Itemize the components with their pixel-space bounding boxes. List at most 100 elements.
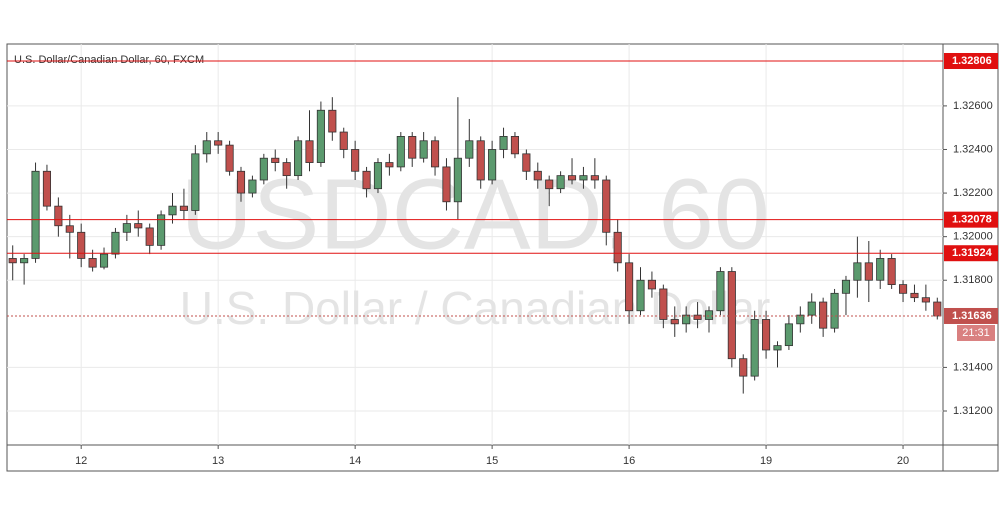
candle-body — [328, 109, 337, 133]
candle-body — [31, 170, 40, 259]
x-tick-label: 13 — [212, 455, 224, 467]
candle-body — [739, 358, 748, 377]
candle-body — [77, 231, 86, 259]
x-tick-label: 20 — [897, 455, 909, 467]
x-tick-label: 16 — [623, 455, 635, 467]
candle-body — [796, 314, 805, 325]
level-label-box — [944, 211, 998, 228]
candle-body — [168, 205, 177, 216]
candle-body — [613, 231, 622, 264]
candle-body — [579, 175, 588, 181]
candle-body — [602, 179, 611, 233]
candle-body — [42, 170, 52, 207]
candle-body — [373, 162, 383, 190]
candle-body — [442, 166, 451, 203]
level-label-box — [944, 52, 998, 69]
candle-body — [408, 136, 417, 159]
level-label: 1.32806 — [952, 55, 992, 67]
y-tick-label: 1.31800 — [953, 274, 993, 286]
candle-body — [841, 279, 851, 294]
x-tick-label: 15 — [486, 455, 498, 467]
candle-body — [784, 323, 793, 347]
y-tick-label: 1.32000 — [953, 231, 993, 243]
candle-body — [830, 292, 839, 329]
candle-body — [453, 157, 462, 203]
x-tick-label: 19 — [760, 455, 772, 467]
candle-body — [430, 140, 440, 168]
candle-body — [465, 140, 474, 159]
candle-body — [294, 140, 303, 177]
candle-body — [236, 170, 246, 194]
candle-body — [8, 258, 17, 264]
candle-body — [179, 205, 188, 211]
candle-body — [351, 149, 360, 172]
candle-body — [716, 271, 725, 312]
candle-body — [510, 136, 520, 155]
level-label: 1.31924 — [952, 247, 993, 259]
candle-body — [773, 345, 782, 351]
candle-body — [157, 214, 166, 246]
candle-body — [682, 314, 691, 325]
candle-body — [533, 170, 542, 181]
candle-body — [933, 301, 942, 317]
candle-body — [807, 301, 816, 316]
chart-title: U.S. Dollar/Canadian Dollar, 60, FXCM — [14, 54, 204, 66]
candle-body — [88, 258, 97, 268]
last-price-label: 1.31636 — [952, 310, 992, 322]
candle-body — [762, 319, 771, 351]
candle-body — [704, 310, 714, 320]
level-label: 1.32078 — [952, 214, 992, 226]
candle-body — [476, 140, 485, 181]
candle-body — [54, 205, 63, 227]
candle-body — [214, 140, 223, 146]
candle-body — [921, 297, 930, 303]
y-tick-label: 1.31200 — [953, 405, 993, 417]
candle-body — [145, 227, 154, 246]
candle-body — [819, 301, 828, 329]
candle-body — [625, 262, 634, 312]
candle-body — [876, 258, 885, 281]
candle-body — [556, 175, 565, 190]
candle-body — [727, 271, 736, 360]
chart-frame — [6, 43, 999, 472]
candle-body — [545, 179, 554, 190]
candle-body — [887, 258, 896, 285]
candle-body — [750, 319, 759, 377]
candle-body — [225, 144, 234, 172]
x-tick-label: 14 — [349, 455, 361, 467]
marks — [8, 97, 942, 394]
watermark: USDCAD, 60 — [180, 158, 769, 270]
candle-body — [259, 157, 268, 181]
candle-body — [636, 279, 645, 312]
candle-body — [419, 140, 428, 159]
candle-body — [316, 109, 325, 163]
candle-body — [65, 225, 74, 233]
candle-body — [488, 149, 497, 181]
candle-body — [111, 231, 120, 255]
countdown: 21:31 — [962, 327, 990, 339]
y-tick-label: 1.32200 — [953, 187, 993, 199]
candle-body — [693, 314, 702, 320]
candle-body — [134, 223, 143, 229]
candle-body — [385, 162, 394, 168]
candle-body — [910, 292, 919, 299]
candle-body — [670, 319, 679, 325]
candle-body — [567, 175, 577, 181]
x-tick-label: 12 — [75, 455, 87, 467]
y-tick-label: 1.32600 — [953, 100, 993, 112]
candle-body — [659, 288, 668, 320]
candle-body — [202, 140, 211, 155]
candle-body — [853, 262, 862, 281]
candle-body — [898, 284, 908, 294]
y-tick-label: 1.32400 — [953, 143, 993, 155]
candle-body — [362, 170, 371, 190]
candle-body — [647, 279, 656, 290]
candle-body — [590, 175, 599, 181]
candle-body — [522, 153, 531, 172]
candle-body — [282, 162, 291, 177]
candle-body — [396, 136, 405, 168]
candle-body — [499, 136, 508, 150]
candle-body — [191, 153, 200, 211]
